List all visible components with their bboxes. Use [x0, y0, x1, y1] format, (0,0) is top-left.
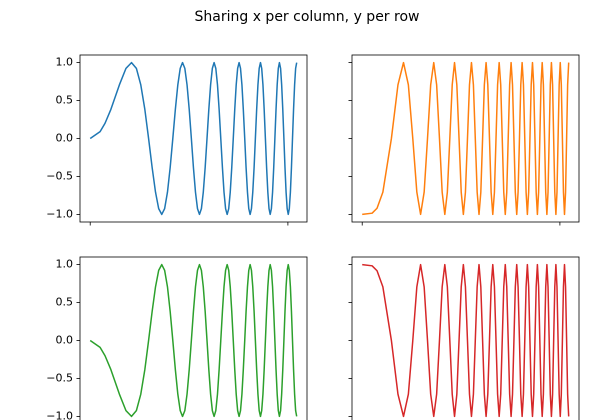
axes-frame — [79, 256, 308, 420]
y-tick-label: −0.5 — [46, 371, 73, 384]
y-tick-label: 0.0 — [56, 132, 74, 145]
y-tick-label: 0.0 — [56, 334, 74, 347]
y-tick-label: 0.5 — [56, 94, 74, 107]
y-tick-label: −0.5 — [46, 169, 73, 182]
y-tick-label: 1.0 — [56, 56, 74, 69]
y-tick-label: 1.0 — [56, 258, 74, 271]
y-tick-label: −1.0 — [46, 207, 73, 220]
data-line — [362, 61, 570, 216]
y-tick-label: 0.5 — [56, 296, 74, 309]
data-line — [362, 263, 570, 418]
data-line — [89, 61, 298, 216]
y-tick-label: −1.0 — [46, 409, 73, 420]
data-line — [89, 263, 298, 418]
chart-title: Sharing x per column, y per row — [195, 9, 420, 25]
